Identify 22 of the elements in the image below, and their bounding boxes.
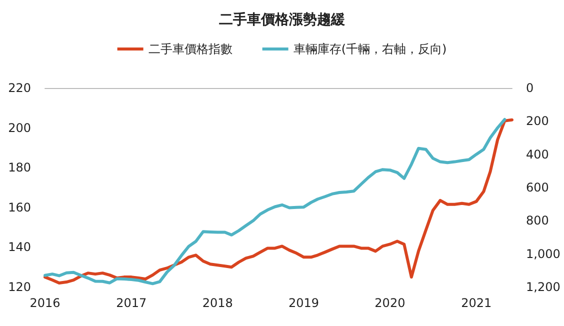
y2-tick-label: 0 (526, 81, 534, 95)
x-tick-label: 2021 (461, 296, 492, 310)
x-tick-label: 2017 (116, 296, 147, 310)
legend-label: 車輛庫存(千輛，右軸，反向) (293, 42, 447, 56)
y2-tick-label: 1,200 (526, 280, 560, 294)
y-tick-label: 200 (8, 120, 31, 135)
x-tick-label: 2020 (374, 296, 406, 310)
y2-tick-label: 600 (526, 180, 549, 194)
y2-tick-label: 800 (526, 214, 549, 228)
x-tick-label: 2016 (30, 296, 60, 310)
chart-title: 二手車價格漲勢趨緩 (219, 11, 346, 28)
y-tick-label: 140 (8, 240, 31, 254)
y-tick-label: 120 (8, 280, 31, 294)
y-tick-label: 160 (8, 200, 31, 214)
y2-tick-label: 400 (526, 147, 549, 162)
x-tick-label: 2018 (202, 296, 233, 310)
y-tick-label: 180 (8, 160, 31, 175)
x-tick-label: 2019 (288, 296, 320, 310)
y2-tick-label: 200 (526, 114, 549, 128)
legend-label: 二手車價格指數 (148, 42, 232, 56)
y-tick-label: 220 (8, 81, 31, 95)
y2-tick-label: 1,000 (526, 246, 560, 261)
